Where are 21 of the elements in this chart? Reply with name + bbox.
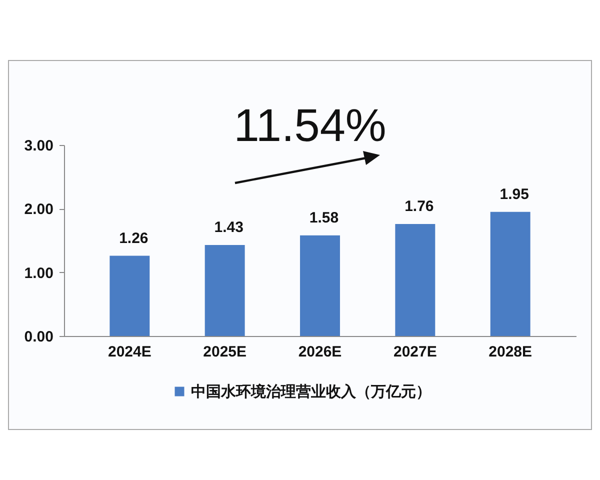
bar bbox=[204, 244, 245, 336]
bar bbox=[490, 212, 530, 336]
y-tick-label: 1.00 bbox=[24, 264, 54, 282]
bar bbox=[110, 256, 150, 336]
data-label: 1.76 bbox=[404, 198, 434, 215]
data-label: 1.95 bbox=[500, 186, 529, 203]
x-tick-label: 2026E bbox=[298, 344, 342, 360]
x-tick-label: 2028E bbox=[488, 344, 532, 360]
x-tick-label: 2027E bbox=[393, 344, 437, 360]
legend-label: 中国水环境治理营业收入（万亿元） bbox=[191, 382, 431, 400]
y-tick-label: 2.00 bbox=[24, 201, 54, 218]
bar bbox=[395, 224, 436, 336]
bar bbox=[300, 235, 340, 336]
data-label: 1.58 bbox=[309, 209, 339, 226]
x-tick-label: 2025E bbox=[203, 344, 247, 360]
x-tick-label: 2024E bbox=[108, 344, 152, 360]
annotation: 11.54% bbox=[234, 99, 386, 151]
y-tick-label: 3.00 bbox=[24, 138, 54, 154]
y-tick-label: 0.00 bbox=[24, 328, 54, 346]
data-label: 1.43 bbox=[214, 218, 244, 236]
data-label: 1.26 bbox=[119, 230, 148, 247]
